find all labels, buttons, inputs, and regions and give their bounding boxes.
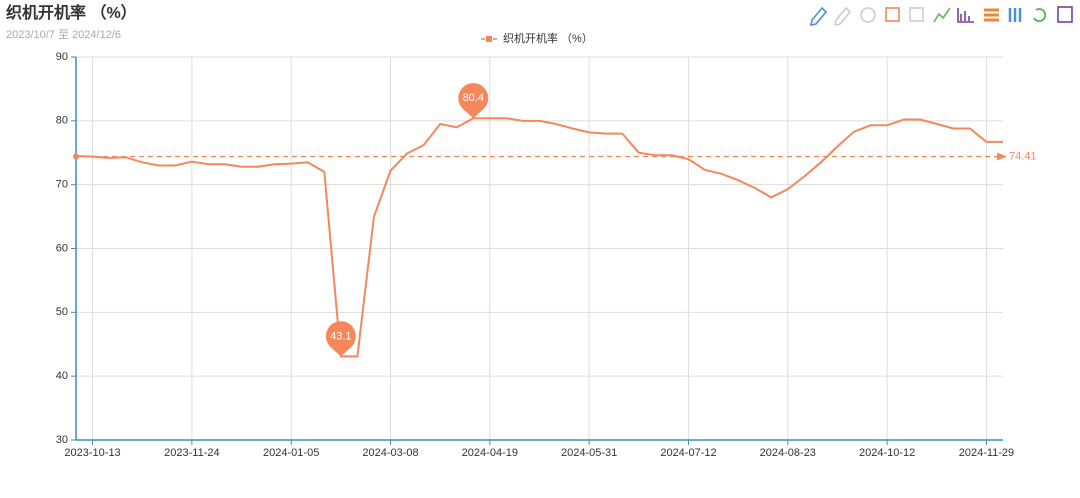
toolbox[interactable] [809,6,1073,27]
tool-clear[interactable] [860,7,876,23]
y-tick-label: 40 [56,370,68,382]
chart-title: 织机开机率 （%） [6,3,137,22]
average-start [73,153,79,160]
y-tick-label: 60 [56,242,68,254]
tool-save[interactable] [1057,6,1073,23]
average-arrow [997,152,1007,161]
mark-pin-label: 43.1 [330,330,351,342]
x-tick-label: 2024-08-23 [760,447,816,459]
tool-bar[interactable] [957,8,974,23]
legend-label: 织机开机率 （%） [503,31,593,45]
y-tick-label: 70 [56,179,68,191]
x-tick-label: 2023-10-13 [64,447,120,459]
tool-zoom-reset[interactable] [909,7,924,22]
line-series [75,117,1003,358]
y-tick-label: 50 [56,306,68,318]
x-tick-label: 2023-11-24 [164,447,219,459]
tool-restore[interactable] [1033,8,1047,23]
y-tick-label: 80 [56,115,68,127]
y-tick-label: 30 [56,434,68,446]
mark-pin [458,83,489,119]
x-tick-label: 2024-07-12 [660,447,716,459]
x-tick-label: 2024-04-19 [462,447,518,459]
x-tick-label: 2024-11-29 [959,447,1014,459]
mark-pin-label: 80.4 [463,92,484,104]
x-tick-label: 2024-10-12 [859,447,915,459]
tool-zoom[interactable] [885,7,900,22]
tool-erase[interactable] [833,6,852,27]
legend-symbol [486,36,492,42]
mark-pin [325,321,356,357]
tool-stack[interactable] [984,8,999,22]
average-label: 74.41 [1009,150,1037,162]
x-tick-label: 2024-01-05 [263,447,319,459]
x-tick-label: 2024-05-31 [561,447,617,459]
chart-subtitle: 2023/10/7 至 2024/12/6 [6,29,121,41]
tool-tiled[interactable] [1008,8,1022,22]
tool-line[interactable] [933,7,951,23]
tool-mark[interactable] [809,6,828,27]
x-tick-label: 2024-03-08 [362,447,418,459]
y-tick-label: 90 [56,51,68,63]
